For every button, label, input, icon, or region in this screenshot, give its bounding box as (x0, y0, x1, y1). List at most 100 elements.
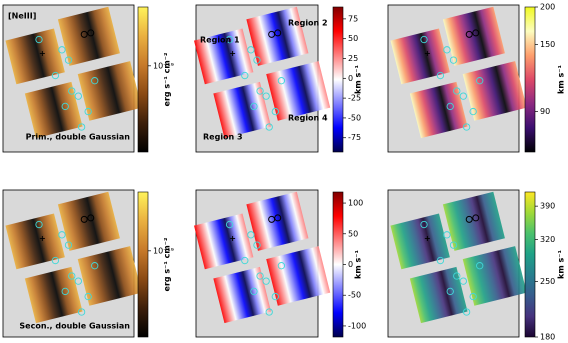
source-marker (68, 87, 76, 95)
annotation: Prim., double Gaussian (26, 133, 131, 142)
source-marker (64, 241, 73, 249)
black-marker (274, 214, 282, 222)
black-marker (472, 29, 480, 37)
source-marker (91, 262, 99, 270)
source-marker (51, 71, 60, 80)
black-marker (465, 30, 473, 38)
colorbar-label: km s⁻¹ (557, 65, 566, 94)
colorbar-label: km s⁻¹ (354, 250, 363, 279)
source-marker (35, 220, 43, 229)
colorbar (524, 6, 536, 153)
map-slab (409, 81, 468, 139)
annotation: Region 4 (288, 114, 328, 123)
source-marker (84, 107, 92, 116)
colorbar-tick-label: 320 (540, 235, 555, 244)
colorbar-tick-label: 0 (348, 260, 353, 269)
source-marker (241, 256, 249, 265)
colorbar-tick-label: -25 (348, 94, 361, 103)
colorbar-tick-label: 50 (348, 34, 358, 43)
map-slab (5, 28, 65, 85)
source-marker (61, 287, 69, 296)
map-slab (213, 266, 272, 324)
black-marker (80, 30, 88, 38)
cross-marker: + (39, 234, 46, 243)
source-marker (247, 231, 255, 239)
map-slab (213, 81, 272, 139)
colorbar-tick-label: 0 (348, 74, 353, 83)
black-marker (465, 215, 473, 223)
black-marker (274, 29, 282, 37)
source-marker (74, 277, 82, 285)
map-image (193, 6, 331, 139)
colorbar-tick-label: 10⁻¹⁹ (153, 246, 174, 255)
annotation: [NeIII] (8, 12, 36, 21)
map-slab (266, 246, 331, 306)
colorbar-tick-label: 10⁻¹⁹ (153, 61, 174, 70)
source-marker (84, 292, 92, 301)
source-marker (77, 308, 86, 316)
source-marker (469, 292, 477, 301)
source-marker (453, 272, 461, 280)
source-marker (64, 56, 73, 64)
source-marker (51, 256, 60, 265)
map-image (390, 6, 527, 139)
colorbar-tick-label: -100 (348, 321, 366, 330)
colorbar-tick-label: 390 (540, 202, 555, 211)
source-marker (250, 102, 258, 111)
cross-marker: + (424, 49, 431, 58)
map-slab (5, 213, 65, 270)
black-marker (472, 214, 480, 222)
source-marker (449, 241, 458, 249)
source-marker (225, 35, 234, 44)
source-marker (58, 231, 66, 239)
map-slab (462, 246, 527, 306)
colorbar (137, 6, 149, 153)
source-marker (250, 287, 258, 296)
source-marker (68, 272, 76, 280)
source-marker (476, 77, 484, 85)
black-marker (87, 29, 95, 37)
map-slab (266, 61, 331, 121)
cross-marker: + (229, 49, 236, 58)
source-marker (420, 35, 428, 44)
source-marker (77, 123, 86, 131)
source-marker (446, 102, 454, 111)
colorbar-tick-label: 180 (540, 333, 555, 342)
colorbar (524, 191, 536, 338)
cross-marker: + (229, 234, 236, 243)
colorbar-label: erg s⁻¹ cm⁻² (163, 52, 172, 106)
source-marker (256, 87, 264, 95)
colorbar-label: km s⁻¹ (557, 250, 566, 279)
map-slab (77, 61, 142, 121)
source-marker (459, 277, 467, 285)
colorbar-tick-label: 90 (540, 107, 550, 116)
colorbar-tick-label: 50 (348, 229, 358, 238)
source-marker (74, 92, 82, 100)
source-marker (265, 308, 273, 316)
source-marker (436, 71, 445, 80)
source-marker (277, 262, 286, 270)
source-marker (256, 272, 264, 280)
map-slab (57, 6, 120, 66)
source-marker (58, 46, 66, 54)
map-slab (462, 61, 527, 121)
map-slab (24, 266, 83, 324)
colorbar-tick-label: 150 (540, 40, 555, 49)
source-marker (443, 231, 451, 239)
map-image (5, 6, 142, 139)
map-slab (409, 266, 468, 324)
colorbar-tick-label: -75 (348, 133, 361, 142)
source-marker (271, 292, 279, 301)
source-marker (462, 123, 471, 131)
map-slab (442, 6, 505, 66)
source-marker (420, 220, 428, 229)
colorbar-tick-label: -50 (348, 113, 361, 122)
map-slab (57, 191, 120, 251)
colorbar (332, 6, 344, 153)
colorbar-tick-label: 100 (348, 199, 363, 208)
colorbar (137, 191, 149, 338)
map-image (5, 191, 142, 324)
colorbar-tick-label: 200 (540, 3, 555, 12)
annotation: Region 3 (203, 133, 243, 142)
